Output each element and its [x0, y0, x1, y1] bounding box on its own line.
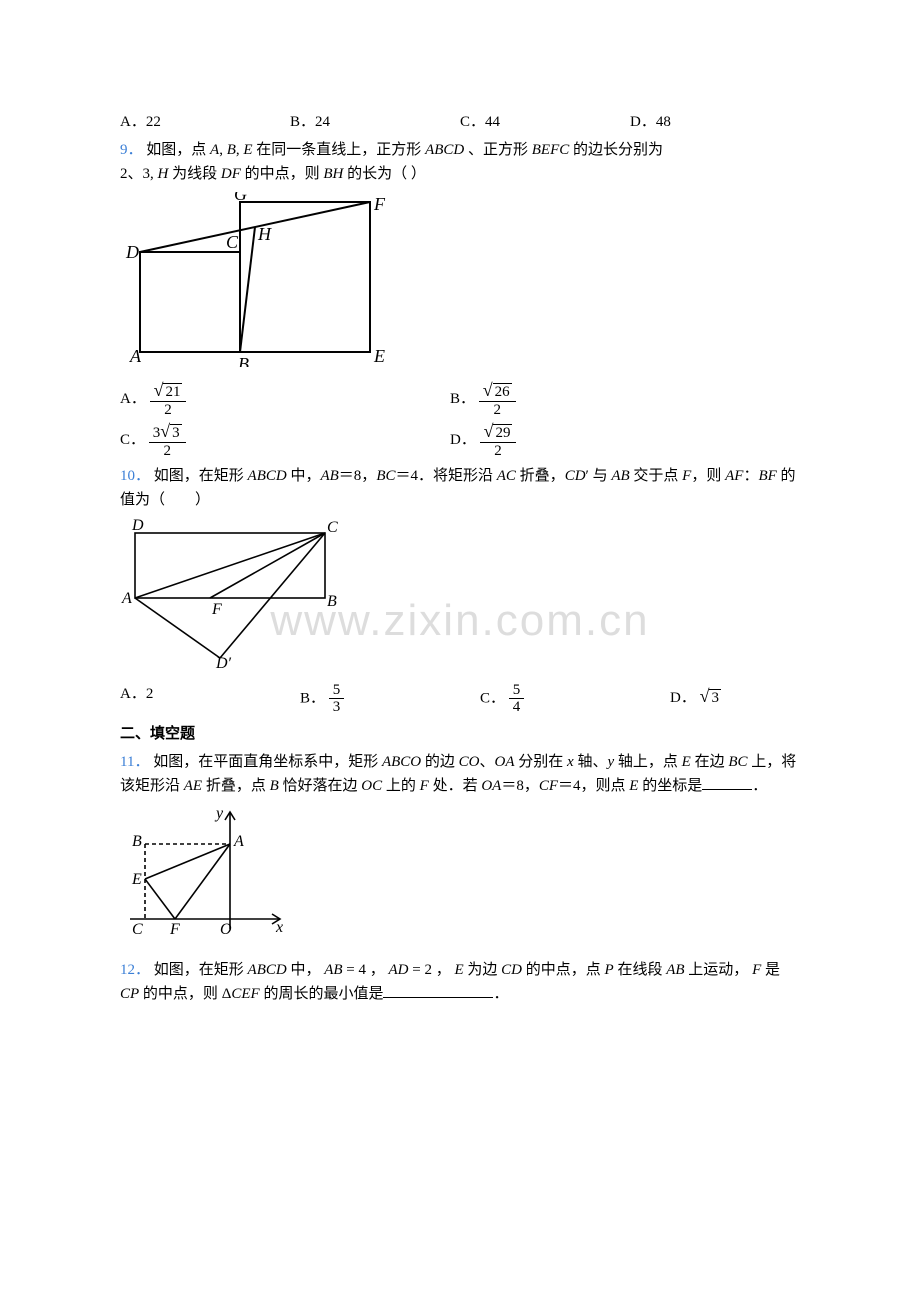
q9-figure: A B C D E F G H: [120, 192, 800, 375]
q11-label-o: O: [220, 921, 232, 938]
q9-option-d: D． √292: [450, 422, 516, 459]
q10-option-d: D． √3: [670, 682, 790, 716]
q9-label-b: B: [238, 354, 249, 367]
q8-option-b: B．24: [290, 110, 460, 134]
q11-blank: [702, 774, 752, 790]
q9-line1: 如图，点 A, B, E 在同一条直线上，正方形 ABCD 、正方形 BEFC …: [146, 142, 663, 158]
q10-label-f: F: [211, 601, 222, 618]
q10-c-num: 5: [509, 682, 525, 700]
q9-label-a: A: [129, 346, 142, 366]
q10-option-a-value: 2: [146, 686, 154, 702]
q11-label-y: y: [214, 805, 224, 822]
q10-label-c: C: [327, 519, 338, 536]
q9-label-d: D: [125, 242, 139, 262]
q11-label-b: B: [132, 833, 142, 850]
q10-option-a: A．2: [120, 682, 300, 716]
q11-svg: A B E C F O x y: [120, 804, 290, 944]
q10-text: 如图，在矩形 ABCD 中，AB＝8，BC＝4．将矩形沿 AC 折叠，CD′ 与…: [120, 468, 796, 508]
q12-stem: 12． 如图，在矩形 ABCD 中， AB = 4 ， AD = 2 ， E 为…: [120, 958, 800, 1006]
q8-option-d: D．48: [630, 110, 800, 134]
q10-figure-wrap: www.zixin.com.cn D C A B F D′: [120, 518, 800, 676]
q9-label-g: G: [234, 192, 247, 204]
q8-option-b-value: 24: [315, 114, 330, 130]
q9-option-c: C． 3√32: [120, 422, 450, 459]
q11-label-c: C: [132, 921, 143, 938]
q10-options-row: A．2 B． 53 C． 54 D． √3: [120, 682, 800, 716]
q10-stem: 10． 如图，在矩形 ABCD 中，AB＝8，BC＝4．将矩形沿 AC 折叠，C…: [120, 464, 800, 512]
q12-blank: [383, 982, 493, 998]
q9-option-a: A． √212: [120, 381, 450, 418]
q9-line2: 2、3, H 为线段 DF 的中点，则 BH 的长为（ ）: [120, 162, 800, 186]
q9-options-row2: C． 3√32 D． √292: [120, 422, 800, 459]
q11-label-a: A: [233, 833, 244, 850]
q10-svg: D C A B F D′: [120, 518, 345, 668]
q8-option-a: A．22: [120, 110, 290, 134]
q9-label-e: E: [373, 346, 385, 366]
q11-figure: A B E C F O x y: [120, 804, 800, 952]
q8-options-row: A．22 B．24 C．44 D．48: [120, 110, 800, 134]
q10-b-num: 5: [329, 682, 345, 700]
q9-options-row1: A． √212 B． √262: [120, 381, 800, 418]
q10-option-c: C． 54: [480, 682, 670, 716]
q8-option-c-value: 44: [485, 114, 500, 130]
q9-option-b: B． √262: [450, 381, 516, 418]
q9-label-c: C: [226, 232, 239, 252]
q8-option-c: C．44: [460, 110, 630, 134]
q11-label-e: E: [131, 871, 142, 888]
section2-title: 二、填空题: [120, 722, 800, 746]
q12-text: 如图，在矩形 ABCD 中， AB = 4 ， AD = 2 ， E 为边 CD…: [120, 962, 780, 1002]
q11-text: 如图，在平面直角坐标系中，矩形 ABCO 的边 CO、OA 分别在 x 轴、y …: [120, 754, 796, 794]
page-container: A．22 B．24 C．44 D．48 9． 如图，点 A, B, E 在同一条…: [0, 0, 920, 1302]
q12-number: 12．: [120, 962, 150, 978]
q11-number: 11．: [120, 754, 149, 770]
q10-label-b: B: [327, 593, 337, 610]
q11-label-x: x: [275, 919, 283, 936]
q9-label-h: H: [257, 224, 272, 244]
q9-stem: 9． 如图，点 A, B, E 在同一条直线上，正方形 ABCD 、正方形 BE…: [120, 138, 800, 162]
q10-option-b: B． 53: [300, 682, 480, 716]
q11-label-f: F: [169, 921, 180, 938]
q9-svg: A B C D E F G H: [120, 192, 390, 367]
q10-b-den: 3: [329, 699, 345, 716]
q11-stem: 11． 如图，在平面直角坐标系中，矩形 ABCO 的边 CO、OA 分别在 x …: [120, 750, 800, 798]
q8-option-a-value: 22: [146, 114, 161, 130]
q9-number: 9．: [120, 142, 143, 158]
q10-label-a: A: [121, 590, 132, 607]
q9-label-f: F: [373, 194, 386, 214]
q10-number: 10．: [120, 468, 150, 484]
q10-label-d: D: [131, 518, 144, 534]
q10-c-den: 4: [509, 699, 525, 716]
q10-label-dp: D′: [215, 655, 232, 668]
q8-option-d-value: 48: [656, 114, 671, 130]
